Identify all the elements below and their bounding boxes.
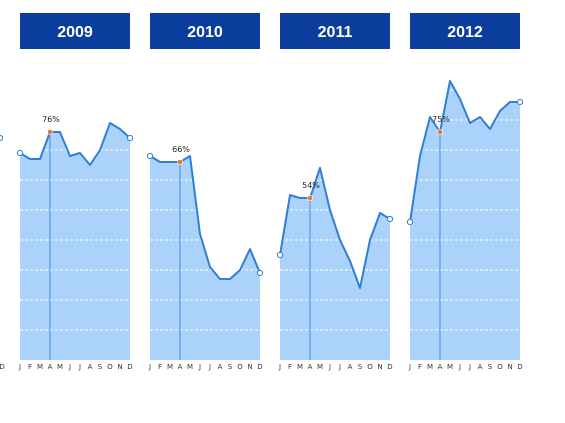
tick-label-2009-1: F [28,363,32,371]
highlight-point-2009 [47,129,53,135]
tick-label-2009-2: M [37,363,43,371]
tick-label-2011-5: J [328,363,331,371]
tick-label-2011-3: A [308,363,313,371]
tick-label-2012-1: F [418,363,422,371]
data-label-2009: 76% [42,115,60,124]
data-label-2010: 66% [172,145,190,154]
tick-label-2011-7: A [348,363,353,371]
year-header-bg [410,13,520,49]
tick-label-2011-6: J [338,363,341,371]
tick-label-2012-7: A [478,363,483,371]
highlight-point-2012 [437,129,443,135]
year-header-2011: 2011 [318,24,353,41]
point-2009-J-0 [16,149,24,157]
tick-label-2010-1: F [158,363,162,371]
tick-label-2009-0: J [18,363,21,371]
point-2012-J-0 [406,218,414,226]
tick-label-2010-8: S [228,363,233,371]
year-header-2009: 2009 [57,24,93,41]
highlight-point-2010 [177,159,183,165]
previous-year-stub: D [0,134,5,371]
tick-label-2012-5: J [458,363,461,371]
point-2012-D-11 [516,98,524,106]
tick-label-2011-10: N [377,363,382,371]
tick-label-2011-9: O [367,363,373,371]
tick-label-2011-4: M [317,363,323,371]
tick-label-2010-9: O [237,363,243,371]
area-2012 [410,81,520,360]
tick-label-2012-10: N [507,363,512,371]
year-header-bg [20,13,130,49]
tick-label-2012-8: S [488,363,493,371]
point-2010-J-0 [146,152,154,160]
point-previous-year-end [0,134,4,142]
tick-label-2010-5: J [198,363,201,371]
series-line-2012 [409,80,520,223]
tick-label-2010-11: D [257,363,262,371]
highlight-point-2011 [307,195,313,201]
year-header-2012: 2012 [447,24,483,41]
tick-label-2012-9: O [497,363,503,371]
tick-label-2011-2: M [297,363,303,371]
tick-label-2010-10: N [247,363,252,371]
tick-label-2011-0: J [278,363,281,371]
area-2010 [150,156,260,360]
tick-label-2009-9: O [107,363,113,371]
tick-label-2010-0: J [148,363,151,371]
series-line-2011 [279,167,391,289]
tick-label-2010-3: A [178,363,183,371]
point-2011-J-0 [276,251,284,259]
data-label-2012: 75% [432,115,450,124]
tick-label-2009-5: J [68,363,71,371]
tick-label-2009-8: S [98,363,103,371]
tick-label-2012-11: D [517,363,522,371]
tick-label-2010-2: M [167,363,173,371]
tick-label-2012-4: M [447,363,453,371]
data-label-2011: 54% [302,181,320,190]
tick-label-2011-8: S [358,363,363,371]
area-2011 [280,168,390,360]
year-header-2010: 2010 [187,24,223,41]
tick-label-2011-1: F [288,363,292,371]
area-2009 [20,123,130,360]
tick-label-2009-6: J [78,363,81,371]
series-line-2010 [149,155,261,280]
tick-label-2010-7: A [218,363,223,371]
series-line-2009 [19,122,131,166]
tick-label-2012-3: A [438,363,443,371]
tick-label-2010-6: J [208,363,211,371]
tick-label-2012-2: M [427,363,433,371]
point-2010-D-11 [256,269,264,277]
tick-label-2009-3: A [48,363,53,371]
tick-label-2012-0: J [408,363,411,371]
point-2009-D-11 [126,134,134,142]
tick-label-2009-11: D [127,363,132,371]
tick-label-2012-6: J [468,363,471,371]
tick-label-2009-4: M [57,363,63,371]
year-header-bg [150,13,260,49]
point-2011-D-11 [386,215,394,223]
tick-label-2009-7: A [88,363,93,371]
year-header-bg [280,13,390,49]
tick-label-2011-11: D [387,363,392,371]
tick-label-2010-4: M [187,363,193,371]
tick-label-2009-10: N [117,363,122,371]
tick-label-previous-december: D [0,363,5,371]
